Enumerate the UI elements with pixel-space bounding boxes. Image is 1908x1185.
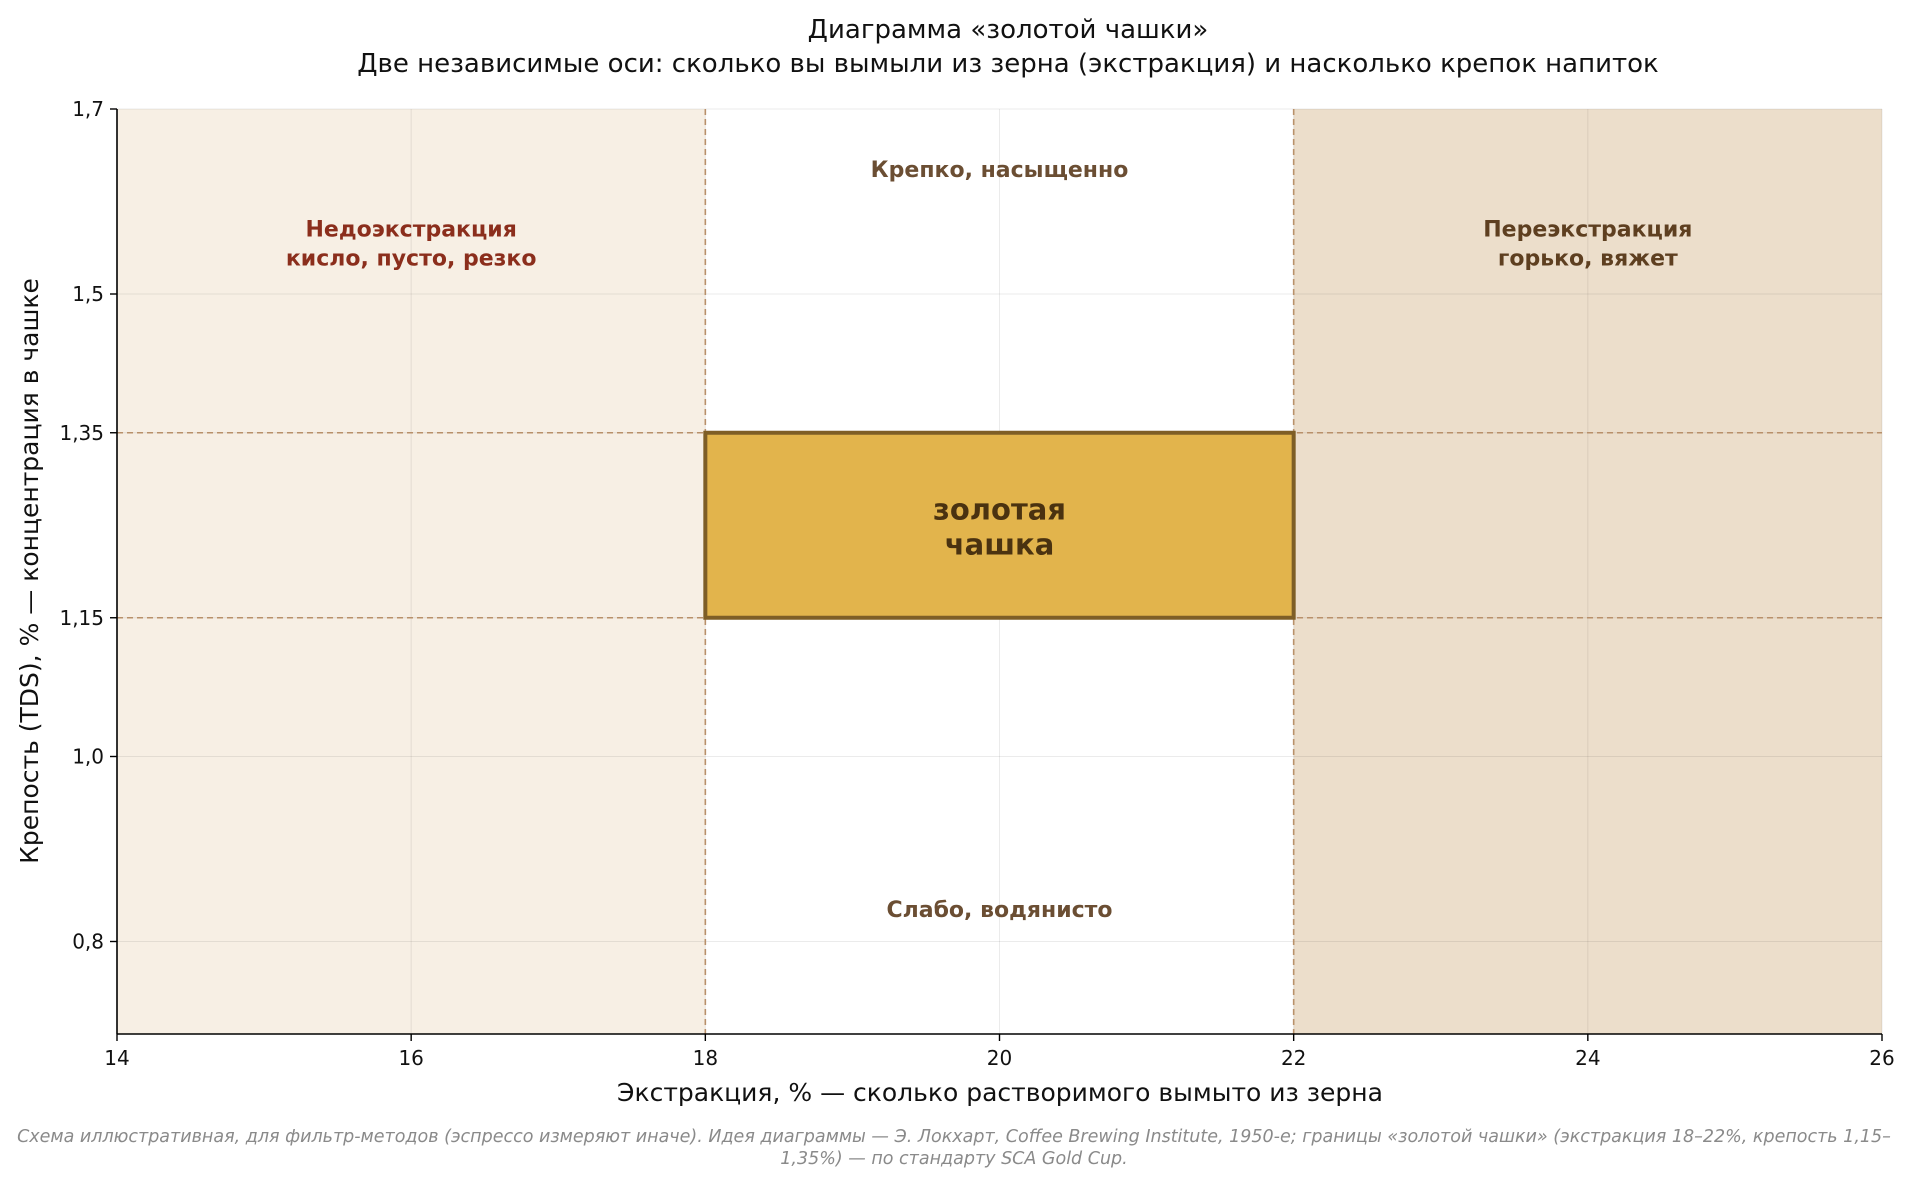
y-tick-label: 1,35 <box>59 421 104 445</box>
zone-under-region <box>117 109 706 1034</box>
x-tick-label: 26 <box>1869 1046 1894 1070</box>
zone-over-label: горько, вяжет <box>1498 247 1678 272</box>
zone-under-label: кисло, пусто, резко <box>286 247 537 272</box>
y-tick-label: 1,5 <box>72 282 104 306</box>
zone-over-label: Переэкстракция <box>1483 218 1692 243</box>
labels-layer: Недоэкстракция кисло, пусто, резко Переэкс… <box>286 158 1693 923</box>
y-tick-label: 1,0 <box>72 745 104 769</box>
y-tick-label: 0,8 <box>72 930 104 954</box>
zone-under-label: Недоэкстракция <box>305 218 516 243</box>
chart-title: Диаграмма «золотой чашки» <box>808 15 1209 45</box>
chart-subtitle: Две независимые оси: сколько вы вымыли и… <box>357 49 1659 79</box>
x-tick-label: 20 <box>987 1046 1012 1070</box>
x-tick-label: 24 <box>1575 1046 1600 1070</box>
gold-cup-box <box>703 430 1296 620</box>
gold-cup-label: чашка <box>945 527 1055 561</box>
annotation-label: Слабо, водянисто <box>886 898 1112 923</box>
gold-cup-label: золотая <box>933 492 1066 526</box>
y-axis-label: Крепость (TDS), % — концентрация в чашке <box>15 278 44 864</box>
y-tick-label: 1,15 <box>59 606 104 630</box>
axes-layer: 14 16 18 20 22 24 26 0,8 1,0 1,15 1,35 1,5 1,7 <box>59 97 1894 1070</box>
footnote: Схема иллюстративная, для фильтр-методов… <box>17 1127 1891 1169</box>
x-tick-label: 14 <box>104 1046 129 1070</box>
y-tick-label: 1,7 <box>72 97 104 121</box>
x-tick-label: 16 <box>398 1046 423 1070</box>
x-tick-label: 22 <box>1281 1046 1306 1070</box>
x-tick-label: 18 <box>693 1046 718 1070</box>
annotation-label: Крепко, насыщенно <box>871 158 1129 183</box>
x-axis-label: Экстракция, % — сколько растворимого вым… <box>617 1078 1383 1107</box>
zones-layer <box>117 109 1882 1034</box>
zone-over-region <box>1293 109 1882 1034</box>
